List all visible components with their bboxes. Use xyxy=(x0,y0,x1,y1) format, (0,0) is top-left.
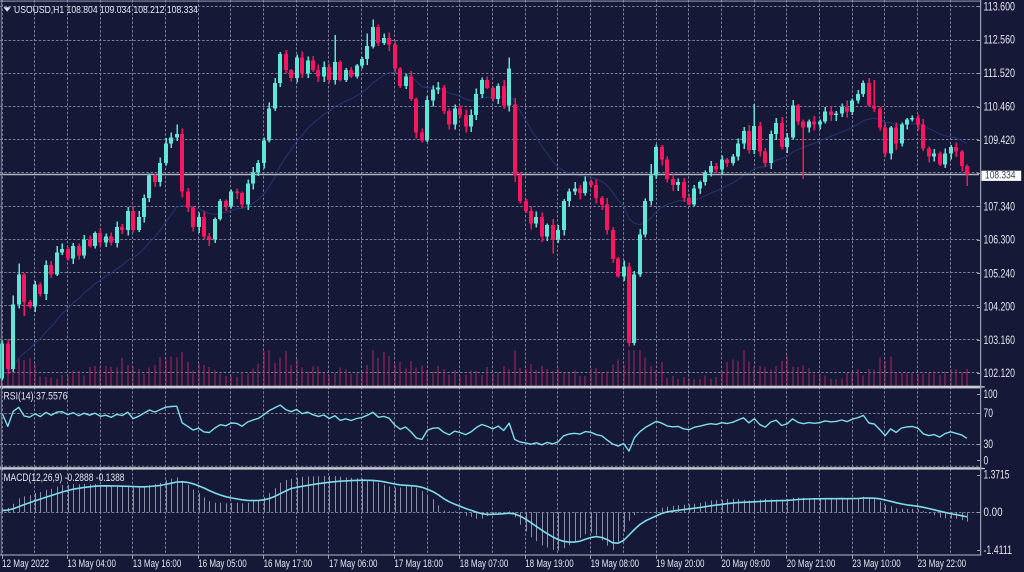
svg-text:17 May 18:00: 17 May 18:00 xyxy=(394,558,443,570)
svg-text:20 May 21:00: 20 May 21:00 xyxy=(787,558,836,570)
svg-text:19 May 20:00: 19 May 20:00 xyxy=(656,558,705,570)
svg-text:105.240: 105.240 xyxy=(984,268,1016,280)
svg-text:0.00: 0.00 xyxy=(984,507,1003,519)
svg-text:16 May 17:00: 16 May 17:00 xyxy=(264,558,313,570)
svg-text:102.120: 102.120 xyxy=(984,368,1016,380)
svg-text:104.200: 104.200 xyxy=(984,302,1016,314)
svg-text:13 May 16:00: 13 May 16:00 xyxy=(133,558,182,570)
svg-text:0: 0 xyxy=(984,456,989,468)
svg-text:112.560: 112.560 xyxy=(984,35,1016,47)
svg-text:23 May 10:00: 23 May 10:00 xyxy=(852,558,901,570)
svg-text:-1.4111: -1.4111 xyxy=(984,545,1013,557)
svg-text:12 May 2022: 12 May 2022 xyxy=(2,558,49,570)
svg-text:17 May 06:00: 17 May 06:00 xyxy=(329,558,378,570)
svg-text:USOUSD,H1 108.804 109.034 108: USOUSD,H1 108.804 109.034 108.212 108.33… xyxy=(14,4,198,16)
svg-text:16 May 05:00: 16 May 05:00 xyxy=(198,558,247,570)
svg-text:18 May 07:00: 18 May 07:00 xyxy=(460,558,509,570)
svg-text:13 May 04:00: 13 May 04:00 xyxy=(67,558,116,570)
svg-text:19 May 08:00: 19 May 08:00 xyxy=(591,558,640,570)
svg-text:1.3715: 1.3715 xyxy=(984,470,1010,482)
svg-text:103.160: 103.160 xyxy=(984,335,1016,347)
svg-text:18 May 19:00: 18 May 19:00 xyxy=(525,558,574,570)
svg-text:111.520: 111.520 xyxy=(984,68,1016,80)
svg-text:107.340: 107.340 xyxy=(984,201,1016,213)
svg-text:100: 100 xyxy=(984,389,998,401)
svg-text:108.334: 108.334 xyxy=(985,170,1016,182)
svg-text:113.600: 113.600 xyxy=(984,1,1016,13)
svg-text:MACD(12,26,9) -0.2888 -0.1388: MACD(12,26,9) -0.2888 -0.1388 xyxy=(4,472,125,484)
svg-text:70: 70 xyxy=(984,408,994,420)
svg-text:30: 30 xyxy=(984,439,994,451)
svg-text:110.460: 110.460 xyxy=(984,102,1016,114)
svg-text:RSI(14) 37.5576: RSI(14) 37.5576 xyxy=(4,390,68,402)
svg-text:20 May 09:00: 20 May 09:00 xyxy=(721,558,770,570)
svg-text:23 May 22:00: 23 May 22:00 xyxy=(918,558,967,570)
svg-text:106.300: 106.300 xyxy=(984,235,1016,247)
svg-text:109.420: 109.420 xyxy=(984,135,1016,147)
